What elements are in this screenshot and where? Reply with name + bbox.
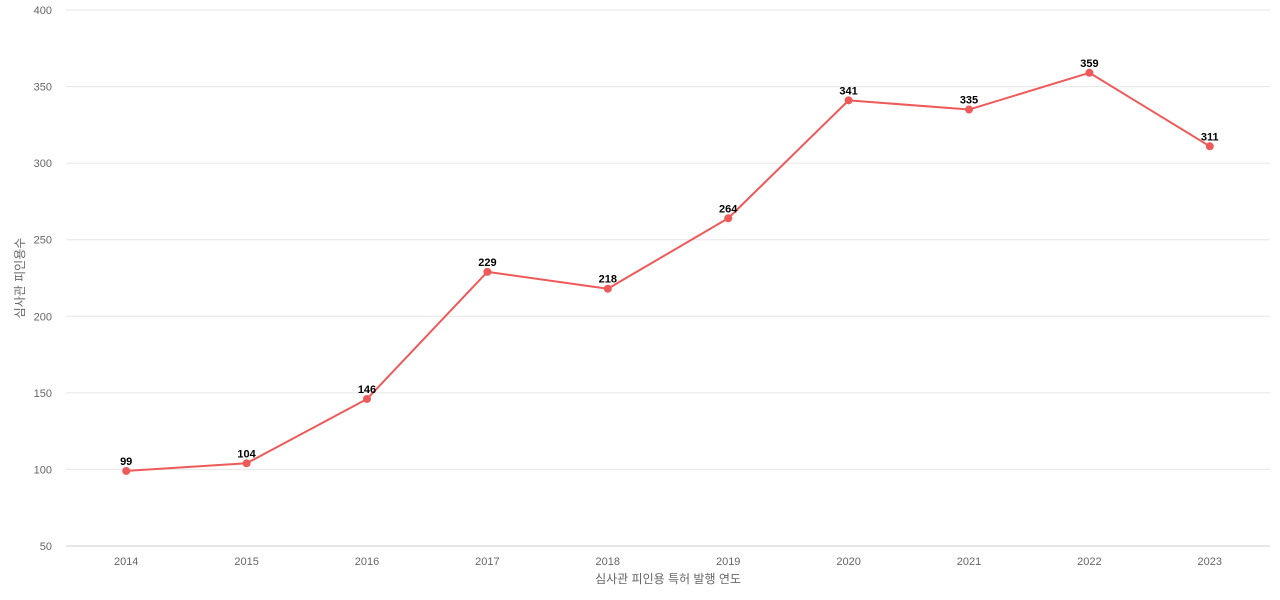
y-tick-label-150: 150 — [34, 388, 52, 400]
data-point-2014[interactable] — [122, 466, 131, 475]
data-label-2021: 335 — [960, 95, 978, 107]
series-group — [122, 68, 1214, 475]
y-axis-title: 심사관 피인용수 — [13, 238, 27, 319]
y-tick-label-250: 250 — [34, 235, 52, 247]
data-point-2016[interactable] — [363, 394, 371, 403]
data-label-2023: 311 — [1201, 131, 1219, 143]
x-tick-label-2016: 2016 — [355, 556, 379, 568]
data-label-2022: 359 — [1080, 58, 1098, 70]
data-label-2019: 264 — [719, 203, 738, 215]
data-label-2017: 229 — [478, 257, 496, 269]
data-label-2020: 341 — [839, 85, 857, 97]
data-point-2019[interactable] — [724, 214, 733, 223]
x-axis-ticks: 2014 2015 2016 2017 2018 2019 2020 2021 2022 2023 — [114, 556, 1222, 568]
data-point-2023[interactable] — [1205, 142, 1214, 151]
x-tick-label-2014: 2014 — [114, 556, 138, 568]
data-label-2018: 218 — [599, 274, 617, 286]
data-point-2020[interactable] — [844, 96, 853, 105]
data-label-2014: 99 — [120, 456, 132, 468]
data-point-2017[interactable] — [483, 267, 492, 276]
data-point-2015[interactable] — [242, 459, 251, 468]
data-point-2022[interactable] — [1085, 68, 1094, 77]
y-tick-label-200: 200 — [34, 311, 52, 323]
x-tick-label-2019: 2019 — [716, 556, 740, 568]
y-axis-ticks: 50 100 150 200 250 300 350 400 — [34, 5, 52, 553]
data-label-2016: 146 — [358, 384, 376, 396]
x-axis-title: 심사관 피인용 특허 발행 연도 — [595, 571, 741, 586]
data-point-2018[interactable] — [603, 284, 612, 293]
y-tick-label-100: 100 — [34, 464, 52, 476]
x-tick-label-2022: 2022 — [1077, 556, 1101, 568]
series-line — [126, 71, 1211, 472]
x-tick-label-2018: 2018 — [596, 556, 620, 568]
data-label-2015: 104 — [237, 448, 256, 460]
x-tick-label-2020: 2020 — [836, 556, 860, 568]
y-tick-label-400: 400 — [34, 5, 52, 17]
gridlines — [66, 9, 1270, 547]
x-tick-label-2015: 2015 — [234, 556, 258, 568]
data-labels: 99 104 146 229 218 264 341 335 359 311 — [120, 58, 1219, 468]
x-tick-label-2021: 2021 — [957, 556, 981, 568]
y-tick-label-50: 50 — [40, 541, 52, 553]
x-tick-label-2023: 2023 — [1198, 556, 1222, 568]
x-tick-label-2017: 2017 — [475, 556, 499, 568]
data-point-2021[interactable] — [965, 105, 973, 114]
y-tick-label-300: 300 — [34, 158, 52, 170]
y-tick-label-350: 350 — [34, 82, 52, 94]
